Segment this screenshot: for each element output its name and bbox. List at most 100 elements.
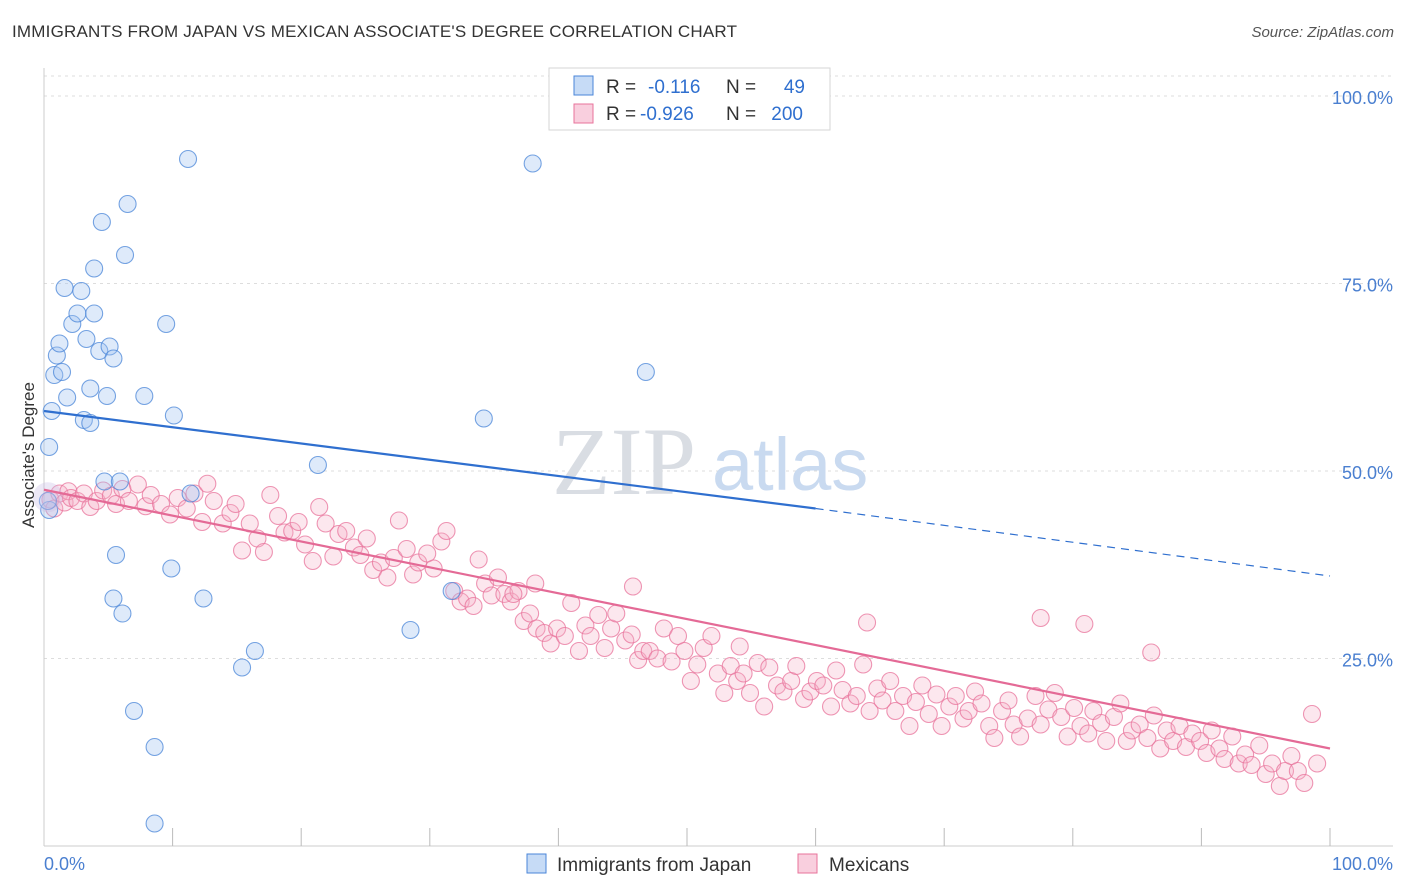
mexicans-point-164 <box>1130 715 1149 734</box>
mexicans-point-67 <box>488 568 508 587</box>
japan-point-38 <box>181 484 200 503</box>
mexicans-point-22 <box>185 484 204 503</box>
japan-point-48 <box>38 491 57 511</box>
mexicans-point-189 <box>1295 773 1314 793</box>
x-tick-max: 100.0% <box>1332 854 1393 874</box>
mexicans-point-47 <box>357 529 376 548</box>
japan-point-11 <box>72 281 91 301</box>
japan-point-46 <box>523 154 542 173</box>
mexicans-point-116 <box>814 676 833 695</box>
mexicans-point-153 <box>1058 727 1077 746</box>
mexicans-point-140 <box>972 694 991 713</box>
mexicans-point-84 <box>602 619 621 638</box>
japan-point-24 <box>106 545 126 565</box>
mexicans-point-82 <box>589 605 608 625</box>
series-legend-swatch-japan <box>526 853 547 874</box>
mexicans-point-196 <box>857 613 877 632</box>
series-legend-mexicans: Mexicans <box>829 855 909 876</box>
japan-point-18 <box>90 341 109 361</box>
mexicans-point-103 <box>728 671 747 691</box>
series-legend-swatch-mexicans <box>797 853 818 874</box>
japan-point-8 <box>58 388 77 407</box>
mexicans-point-63 <box>464 596 483 616</box>
mexicans-point-162 <box>1117 731 1136 751</box>
mexicans-point-112 <box>787 656 806 676</box>
mexicans-point-172 <box>1183 724 1202 743</box>
japan-point-40 <box>232 658 252 677</box>
mexicans-point-106 <box>748 653 767 673</box>
mexicans-point-152 <box>1052 707 1071 727</box>
origin-cluster-bubble <box>32 482 63 513</box>
series-immigrants-from-japan <box>32 149 655 833</box>
y-tick-label-2: 50.0% <box>1342 463 1393 483</box>
mexicans-point-156 <box>1079 724 1098 743</box>
japan-point-44 <box>442 581 461 601</box>
mexicans-point-72 <box>521 604 540 623</box>
japan-point-26 <box>110 472 129 491</box>
mexicans-point-59 <box>437 521 456 541</box>
mexicans-point-176 <box>1210 739 1229 758</box>
mexicans-point-159 <box>1097 731 1116 751</box>
legend-swatch-blue <box>573 75 594 96</box>
mexicans-point-80 <box>576 616 595 635</box>
mexicans-point-192 <box>504 584 523 604</box>
mexicans-point-186 <box>1275 761 1295 781</box>
mexicans-point-177 <box>1215 749 1234 769</box>
mexicans-point-90 <box>640 641 659 661</box>
japan-point-14 <box>81 379 100 398</box>
mexicans-point-146 <box>1011 727 1030 746</box>
legend-n-label-2: N = <box>726 104 756 125</box>
mexicans-point-75 <box>541 634 560 653</box>
japan-point-19 <box>92 212 111 232</box>
japan-point-37 <box>178 149 198 169</box>
mexicans-point-187 <box>1282 746 1301 766</box>
mexicans-point-190 <box>1302 704 1322 724</box>
mexicans-point-120 <box>841 694 860 713</box>
japan-point-9 <box>63 314 82 334</box>
mexicans-point-41 <box>316 514 335 533</box>
mexicans-point-183 <box>1256 764 1275 784</box>
mexicans-point-132 <box>919 704 938 724</box>
mexicans-point-197 <box>1031 608 1050 628</box>
mexicans-point-95 <box>675 641 694 661</box>
mexicans-point-17 <box>141 485 160 505</box>
japan-point-43 <box>401 620 420 640</box>
trend-line-japan <box>43 409 816 510</box>
mexicans-point-42 <box>324 547 343 566</box>
mexicans-point-83 <box>595 638 614 658</box>
japan-point-33 <box>145 814 164 833</box>
mexicans-point-81 <box>581 626 600 646</box>
mexicans-point-39 <box>303 551 322 571</box>
mexicans-point-117 <box>821 697 841 716</box>
watermark: ZIP atlas <box>552 408 868 515</box>
mexicans-point-155 <box>1071 716 1090 736</box>
japan-point-36 <box>164 406 183 425</box>
correlation-legend: R = -0.116 N = 49 R = -0.926 N = 200 <box>548 67 831 131</box>
mexicans-point-101 <box>715 683 734 703</box>
mexicans-point-133 <box>927 685 946 704</box>
mexicans-point-25 <box>204 491 223 511</box>
mexicans-point-77 <box>555 626 574 646</box>
legend-r-value-1: -0.116 <box>648 77 700 98</box>
y-tick-label-1: 75.0% <box>1342 276 1393 296</box>
mexicans-point-62 <box>458 589 477 608</box>
mexicans-point-195 <box>730 637 749 656</box>
japan-point-10 <box>68 304 87 323</box>
mexicans-point-54 <box>404 565 423 584</box>
mexicans-point-141 <box>980 716 999 736</box>
mexicans-point-136 <box>946 686 965 706</box>
mexicans-point-64 <box>469 550 488 569</box>
mexicans-point-122 <box>854 655 873 674</box>
japan-point-25 <box>104 589 123 608</box>
mexicans-point-185 <box>1270 776 1289 796</box>
y-axis-label: Associate's Degree <box>19 382 38 528</box>
mexicans-point-87 <box>622 625 641 644</box>
mexicans-point-24 <box>198 474 217 493</box>
mexicans-point-52 <box>389 511 408 530</box>
mexicans-point-161 <box>1111 694 1130 713</box>
japan-point-35 <box>162 559 181 578</box>
japan-point-42 <box>308 455 327 475</box>
trend-line-mexicans <box>43 488 1331 750</box>
y-tick-label-3: 25.0% <box>1342 651 1393 671</box>
mexicans-point-111 <box>782 671 801 691</box>
